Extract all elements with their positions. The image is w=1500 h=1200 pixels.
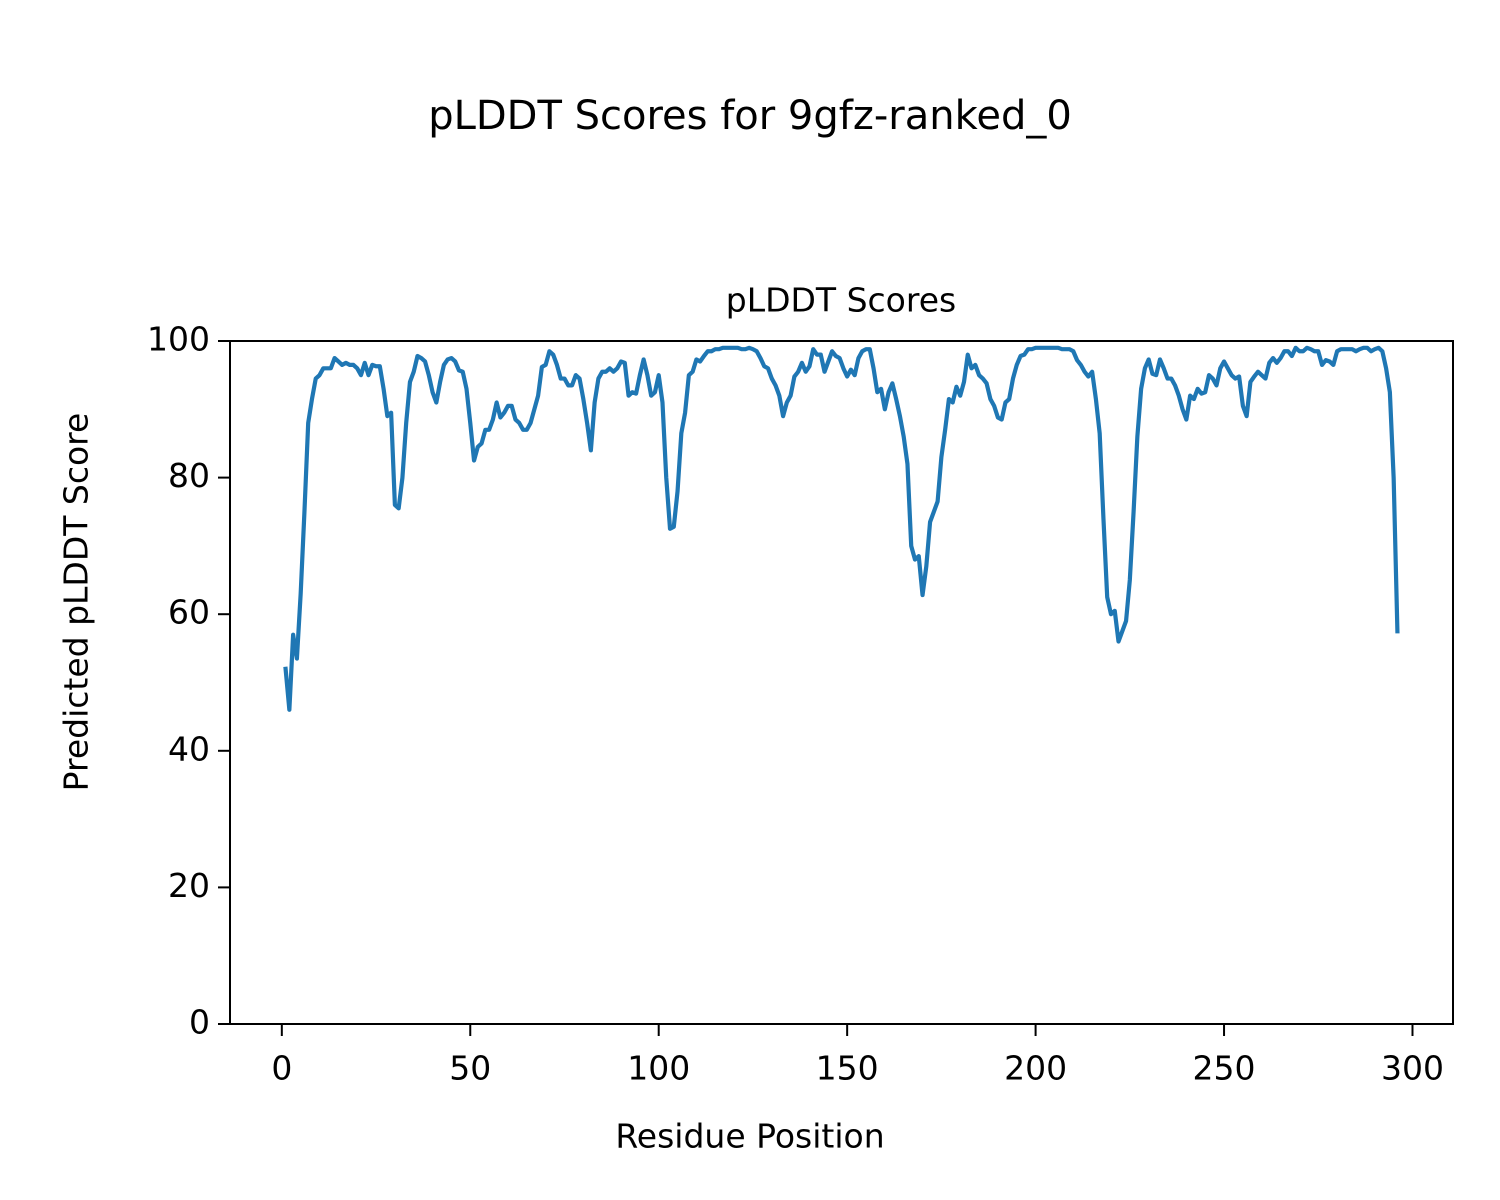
y-tick-label: 0 — [189, 1003, 210, 1042]
x-tick-label: 0 — [271, 1049, 292, 1088]
x-tick-label: 300 — [1381, 1049, 1444, 1088]
x-tick-label: 50 — [449, 1049, 491, 1088]
y-tick-label: 60 — [168, 593, 210, 632]
axes-frame — [229, 340, 1454, 1025]
y-tick-label: 20 — [168, 866, 210, 905]
x-tick-label: 250 — [1193, 1049, 1256, 1088]
x-tick-label: 100 — [627, 1049, 690, 1088]
figure-title: pLDDT Scores for 9gfz-ranked_0 — [428, 93, 1072, 139]
axes-title: pLDDT Scores — [726, 281, 956, 320]
y-axis-label: Predicted pLDDT Score — [57, 413, 96, 792]
y-tick-label: 80 — [168, 456, 210, 495]
data-line — [283, 345, 1400, 712]
y-tick-label: 40 — [168, 729, 210, 768]
y-tick-label: 100 — [147, 320, 210, 359]
x-axis-label: Residue Position — [615, 1117, 884, 1156]
x-tick-label: 200 — [1004, 1049, 1067, 1088]
x-tick-label: 150 — [816, 1049, 879, 1088]
